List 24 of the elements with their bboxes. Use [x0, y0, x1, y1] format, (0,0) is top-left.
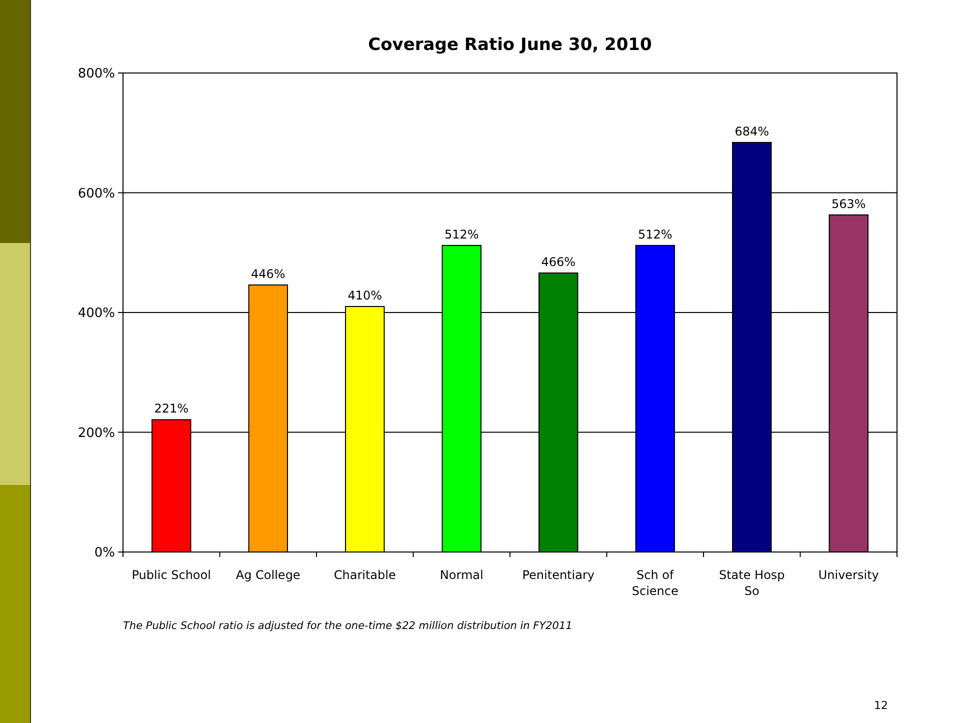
chart-title: Coverage Ratio June 30, 2010: [368, 35, 652, 55]
x-tick-label: Normal: [440, 568, 484, 582]
data-label: 466%: [541, 254, 576, 269]
x-tick-label: State Hosp So: [718, 568, 785, 598]
data-label: 684%: [734, 124, 770, 138]
data-label: 446%: [250, 266, 286, 281]
x-tick-label: Penitentiary: [522, 568, 595, 582]
y-tick-label: 200%: [78, 426, 115, 441]
y-tick-label: 400%: [78, 306, 115, 322]
x-tick-label: Ag College: [236, 568, 300, 582]
data-label: 512%: [444, 227, 479, 242]
x-tick-label: Sch of Science: [632, 568, 678, 598]
text: 12: [874, 699, 888, 712]
y-tick-label: 0%: [94, 546, 115, 561]
x-tick-label: University: [818, 568, 879, 582]
data-label: 563%: [831, 196, 866, 211]
y-tick-label: 800%: [78, 66, 115, 82]
x-tick-label: Charitable: [334, 568, 396, 582]
data-label: 410%: [348, 288, 382, 303]
data-label: 221%: [154, 402, 189, 416]
x-tick-label: Public School: [132, 568, 211, 582]
data-label: 512%: [638, 227, 672, 242]
y-tick-label: 600%: [78, 186, 115, 202]
text: The Public School ratio is adjusted for the one-time $22 million distribution in FY2011: [123, 620, 572, 632]
